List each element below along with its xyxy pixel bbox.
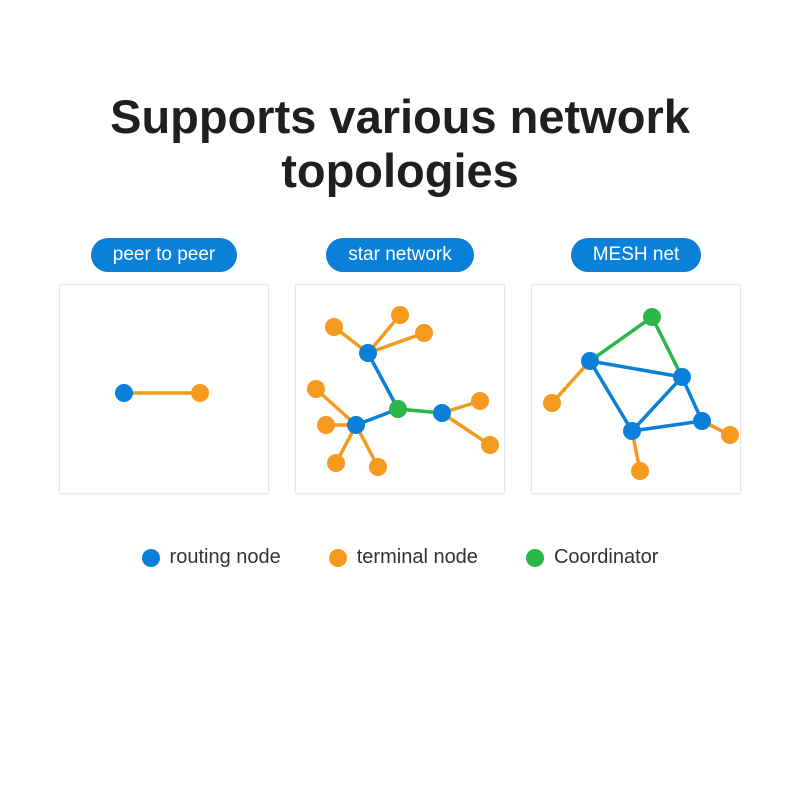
node	[369, 458, 387, 476]
node	[543, 394, 561, 412]
node	[643, 308, 661, 326]
panel-pill: MESH net	[571, 238, 702, 272]
edge	[368, 353, 398, 409]
page-title: Supports various network topologies	[0, 0, 800, 198]
topology-panels: peer to peer star network MESH net	[0, 238, 800, 494]
node	[191, 384, 209, 402]
node	[581, 352, 599, 370]
edge	[590, 317, 652, 361]
legend-label: terminal node	[357, 546, 478, 569]
node	[623, 422, 641, 440]
topology-card	[531, 284, 741, 494]
topology-panel: MESH net	[531, 238, 741, 494]
edge	[632, 377, 682, 431]
node	[307, 380, 325, 398]
network-diagram	[60, 285, 270, 495]
node	[327, 454, 345, 472]
edge	[652, 317, 682, 377]
node	[415, 324, 433, 342]
node	[115, 384, 133, 402]
panel-pill: peer to peer	[91, 238, 237, 272]
edge	[632, 421, 702, 431]
node	[359, 344, 377, 362]
panel-pill: star network	[326, 238, 473, 272]
legend-label: routing node	[170, 546, 281, 569]
node	[433, 404, 451, 422]
node	[693, 412, 711, 430]
topology-panel: peer to peer	[59, 238, 269, 494]
legend-dot	[142, 549, 160, 567]
node	[721, 426, 739, 444]
node	[631, 462, 649, 480]
node	[325, 318, 343, 336]
node	[347, 416, 365, 434]
network-diagram	[296, 285, 506, 495]
node	[471, 392, 489, 410]
topology-card	[59, 284, 269, 494]
node	[317, 416, 335, 434]
node	[673, 368, 691, 386]
edge	[590, 361, 632, 431]
network-diagram	[532, 285, 742, 495]
node	[391, 306, 409, 324]
legend-item: terminal node	[329, 546, 478, 569]
legend-label: Coordinator	[554, 546, 659, 569]
edge	[590, 361, 682, 377]
node	[389, 400, 407, 418]
topology-panel: star network	[295, 238, 505, 494]
legend: routing node terminal node Coordinator	[0, 546, 800, 569]
legend-dot	[329, 549, 347, 567]
legend-item: routing node	[142, 546, 281, 569]
node	[481, 436, 499, 454]
topology-card	[295, 284, 505, 494]
legend-item: Coordinator	[526, 546, 659, 569]
legend-dot	[526, 549, 544, 567]
